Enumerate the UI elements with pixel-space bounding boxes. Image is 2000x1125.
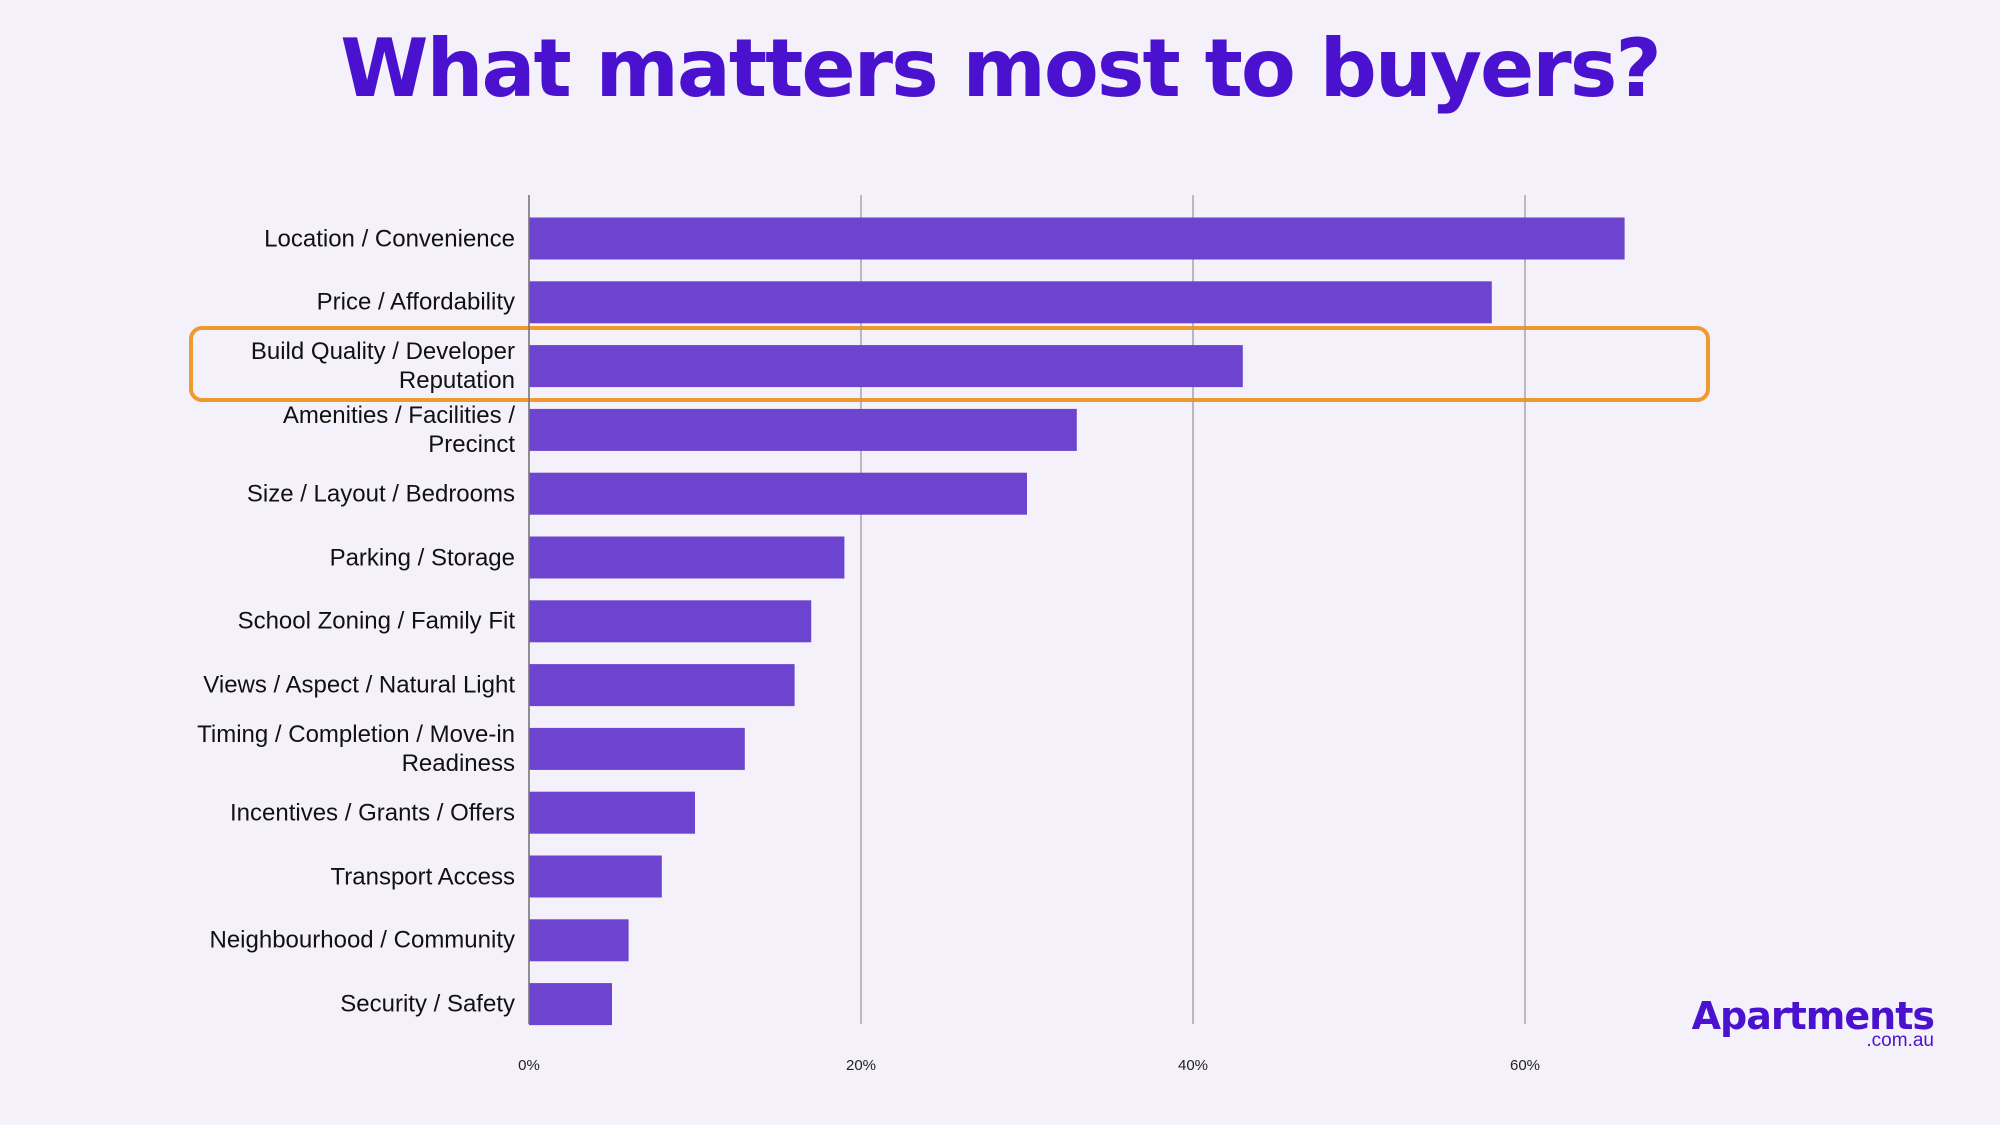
bar bbox=[529, 345, 1243, 388]
bar bbox=[529, 664, 795, 707]
y-tick-label: Build Quality / Developer Reputation bbox=[250, 338, 515, 395]
y-tick-label: Amenities / Facilities / Precinct bbox=[282, 401, 515, 458]
chart-title: What matters most to buyers? bbox=[340, 22, 1661, 115]
highlight-box bbox=[189, 326, 1710, 402]
y-tick-label: Parking / Storage bbox=[329, 544, 515, 571]
bar bbox=[529, 408, 1077, 451]
logo-name: Apartments bbox=[1691, 994, 1935, 1038]
y-tick-label: Location / Convenience bbox=[264, 225, 515, 252]
bar bbox=[529, 472, 1027, 515]
bar bbox=[529, 600, 812, 643]
logo-domain: .com.au bbox=[1866, 1030, 1934, 1051]
bar bbox=[529, 983, 612, 1026]
y-tick-label: School Zoning / Family Fit bbox=[237, 607, 515, 635]
y-tick-label: Security / Safety bbox=[340, 990, 515, 1018]
bar bbox=[529, 536, 845, 579]
y-tick-label: Size / Layout / Bedrooms bbox=[246, 480, 515, 508]
y-tick-label: Views / Aspect / Natural Light bbox=[203, 671, 515, 699]
logo: Apartments .com.au bbox=[1691, 994, 1935, 1051]
bar bbox=[529, 791, 695, 834]
bar bbox=[529, 281, 1492, 324]
x-tick-label: 40% bbox=[1178, 1057, 1208, 1074]
bar bbox=[529, 855, 662, 898]
x-tick-label: 20% bbox=[846, 1057, 876, 1074]
y-tick-label: Neighbourhood / Community bbox=[209, 926, 516, 954]
y-tick-label: Price / Affordability bbox=[316, 288, 515, 316]
bar bbox=[529, 217, 1625, 260]
y-tick-label: Timing / Completion / Move-in Readiness bbox=[197, 720, 515, 777]
y-tick-label: Transport Access bbox=[330, 863, 515, 890]
bar bbox=[529, 727, 745, 770]
x-tick-label: 60% bbox=[1510, 1057, 1540, 1074]
y-tick-label: Incentives / Grants / Offers bbox=[230, 799, 515, 827]
bar bbox=[529, 919, 629, 962]
x-tick-label: 0% bbox=[518, 1057, 540, 1074]
